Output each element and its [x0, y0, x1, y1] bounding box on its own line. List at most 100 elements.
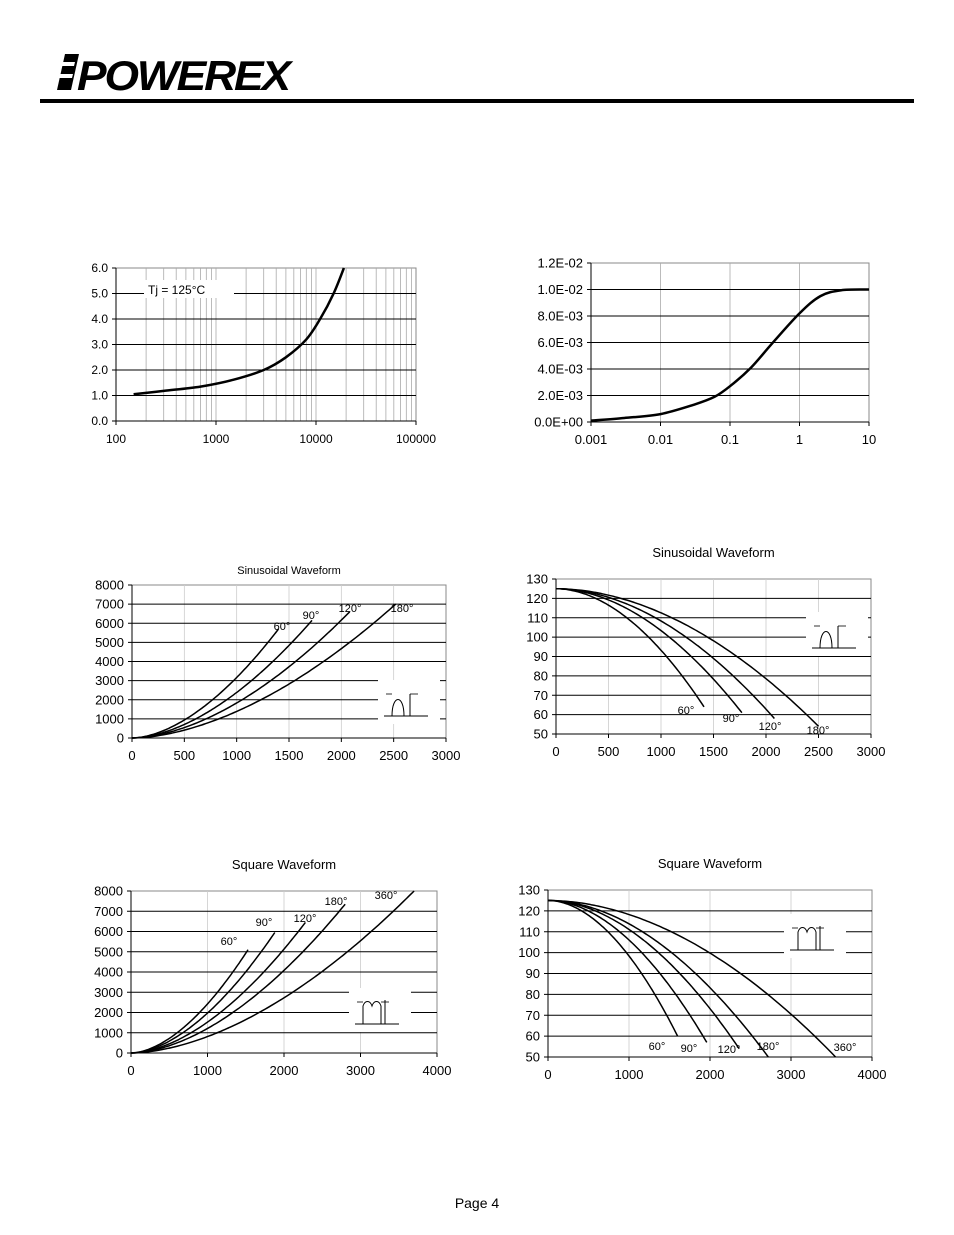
annotation-bg [144, 280, 234, 298]
inset-bg [349, 988, 411, 1032]
y-tick-label: 2000 [94, 1005, 123, 1020]
series-line [555, 587, 743, 714]
y-tick-label: 7000 [95, 597, 124, 612]
x-tick-label: 2000 [752, 744, 781, 759]
x-tick-label: 100000 [396, 432, 436, 446]
chart-6: 50 60 70 80 90 100 110 120 130 0 1000 2000 3000 4000 S… [518, 856, 886, 1082]
y-tick-label: 1.0 [91, 389, 108, 403]
inset-bg [378, 680, 440, 724]
inset-bg [784, 914, 846, 958]
x-tick-label: 1000 [222, 748, 251, 763]
y-tick-label: 4.0E-03 [537, 362, 583, 377]
y-tick-label: 1000 [94, 1025, 123, 1040]
series-label: 90° [256, 917, 273, 929]
header-rule [40, 99, 914, 103]
y-tick-label: 120 [526, 591, 548, 606]
x-tick-label: 100 [106, 432, 126, 446]
y-tick-label: 7000 [94, 904, 123, 919]
series-line [555, 587, 820, 727]
series-label: 360° [375, 890, 398, 902]
x-tick-label: 3000 [777, 1067, 806, 1082]
series-label: 180° [807, 725, 830, 737]
x-tick-label: 3000 [432, 748, 461, 763]
series-label: 60° [274, 621, 291, 633]
y-tick-label: 0.0 [91, 414, 108, 428]
y-tick-label: 8000 [94, 884, 123, 899]
chart-5: 0 1000 2000 3000 4000 5000 6000 7000 8000 0 1000 20… [94, 857, 451, 1078]
x-tick-label: 1 [796, 432, 803, 447]
series-label: 60° [678, 705, 695, 717]
series-line [130, 890, 415, 1054]
y-tick-label: 6.0E-03 [537, 335, 583, 350]
y-tick-label: 0 [117, 731, 124, 746]
inset-bg [806, 612, 868, 656]
x-tick-label: 1000 [647, 744, 676, 759]
series-label: 90° [303, 610, 320, 622]
series-line [547, 899, 837, 1058]
inset-sine-icon [391, 699, 405, 717]
y-tick-label: 1000 [95, 711, 124, 726]
series-label: 180° [757, 1041, 780, 1053]
x-tick-label: 1500 [275, 748, 304, 763]
series-label: 60° [649, 1041, 666, 1053]
y-tick-label: 3000 [94, 985, 123, 1000]
powerex-logo: POWEREX [55, 52, 295, 94]
series-label: 60° [221, 936, 238, 948]
x-tick-label: 10000 [299, 432, 333, 446]
x-tick-label: 10 [862, 432, 876, 447]
y-tick-label: 60 [534, 707, 548, 722]
x-tick-label: 500 [173, 748, 195, 763]
series-line [547, 899, 708, 1043]
y-tick-label: 3.0 [91, 338, 108, 352]
x-tick-label: 0 [544, 1067, 551, 1082]
y-tick-label: 50 [534, 727, 548, 742]
y-tick-label: 6000 [95, 616, 124, 631]
annotation-text: Tj = 125°C [148, 283, 205, 297]
x-tick-label: 0.01 [648, 432, 673, 447]
series-label: 120° [294, 913, 317, 925]
series-line [131, 628, 280, 739]
y-tick-label: 4.0 [91, 312, 108, 326]
x-tick-label: 2000 [270, 1063, 299, 1078]
y-tick-label: 1.0E-02 [537, 282, 583, 297]
x-tick-label: 1000 [193, 1063, 222, 1078]
y-tick-label: 2000 [95, 692, 124, 707]
series-line [131, 611, 351, 739]
y-tick-label: 6000 [94, 924, 123, 939]
series-line [130, 932, 276, 1054]
y-tick-label: 2.0E-03 [537, 388, 583, 403]
x-tick-label: 1000 [203, 432, 230, 446]
series-label: 180° [391, 603, 414, 615]
series-line [590, 288, 870, 422]
series-label: 90° [681, 1043, 698, 1055]
page-number: Page 4 [454, 1195, 500, 1211]
y-tick-label: 80 [526, 987, 540, 1002]
y-tick-label: 8.0E-03 [537, 309, 583, 324]
series-line [130, 921, 306, 1054]
inset-square-icon [797, 927, 817, 950]
inset-sine-icon [819, 631, 833, 649]
series-line [131, 603, 397, 739]
series-label: 180° [325, 896, 348, 908]
y-tick-label: 110 [519, 924, 540, 939]
x-tick-label: 3000 [346, 1063, 375, 1078]
y-tick-label: 80 [534, 668, 548, 683]
y-tick-label: 130 [526, 572, 548, 587]
y-tick-label: 3000 [95, 673, 124, 688]
x-tick-label: 0 [128, 748, 135, 763]
y-tick-label: 90 [526, 966, 540, 981]
series-label: 90° [723, 713, 740, 725]
x-tick-label: 0.1 [721, 432, 739, 447]
series-line [555, 587, 705, 708]
series-label: 120° [339, 603, 362, 615]
x-tick-label: 3000 [857, 744, 886, 759]
x-tick-label: 4000 [423, 1063, 452, 1078]
y-tick-label: 5000 [94, 944, 123, 959]
y-tick-label: 90 [534, 649, 548, 664]
series-line [547, 899, 769, 1058]
y-tick-label: 120 [518, 903, 540, 918]
chart-2: 0.0E+00 2.0E-03 4.0E-03 6.0E-03 8.0E-03 1.0E-… [534, 256, 876, 447]
x-tick-label: 0 [127, 1063, 134, 1078]
y-tick-label: 50 [526, 1050, 540, 1065]
series-line [131, 619, 313, 739]
